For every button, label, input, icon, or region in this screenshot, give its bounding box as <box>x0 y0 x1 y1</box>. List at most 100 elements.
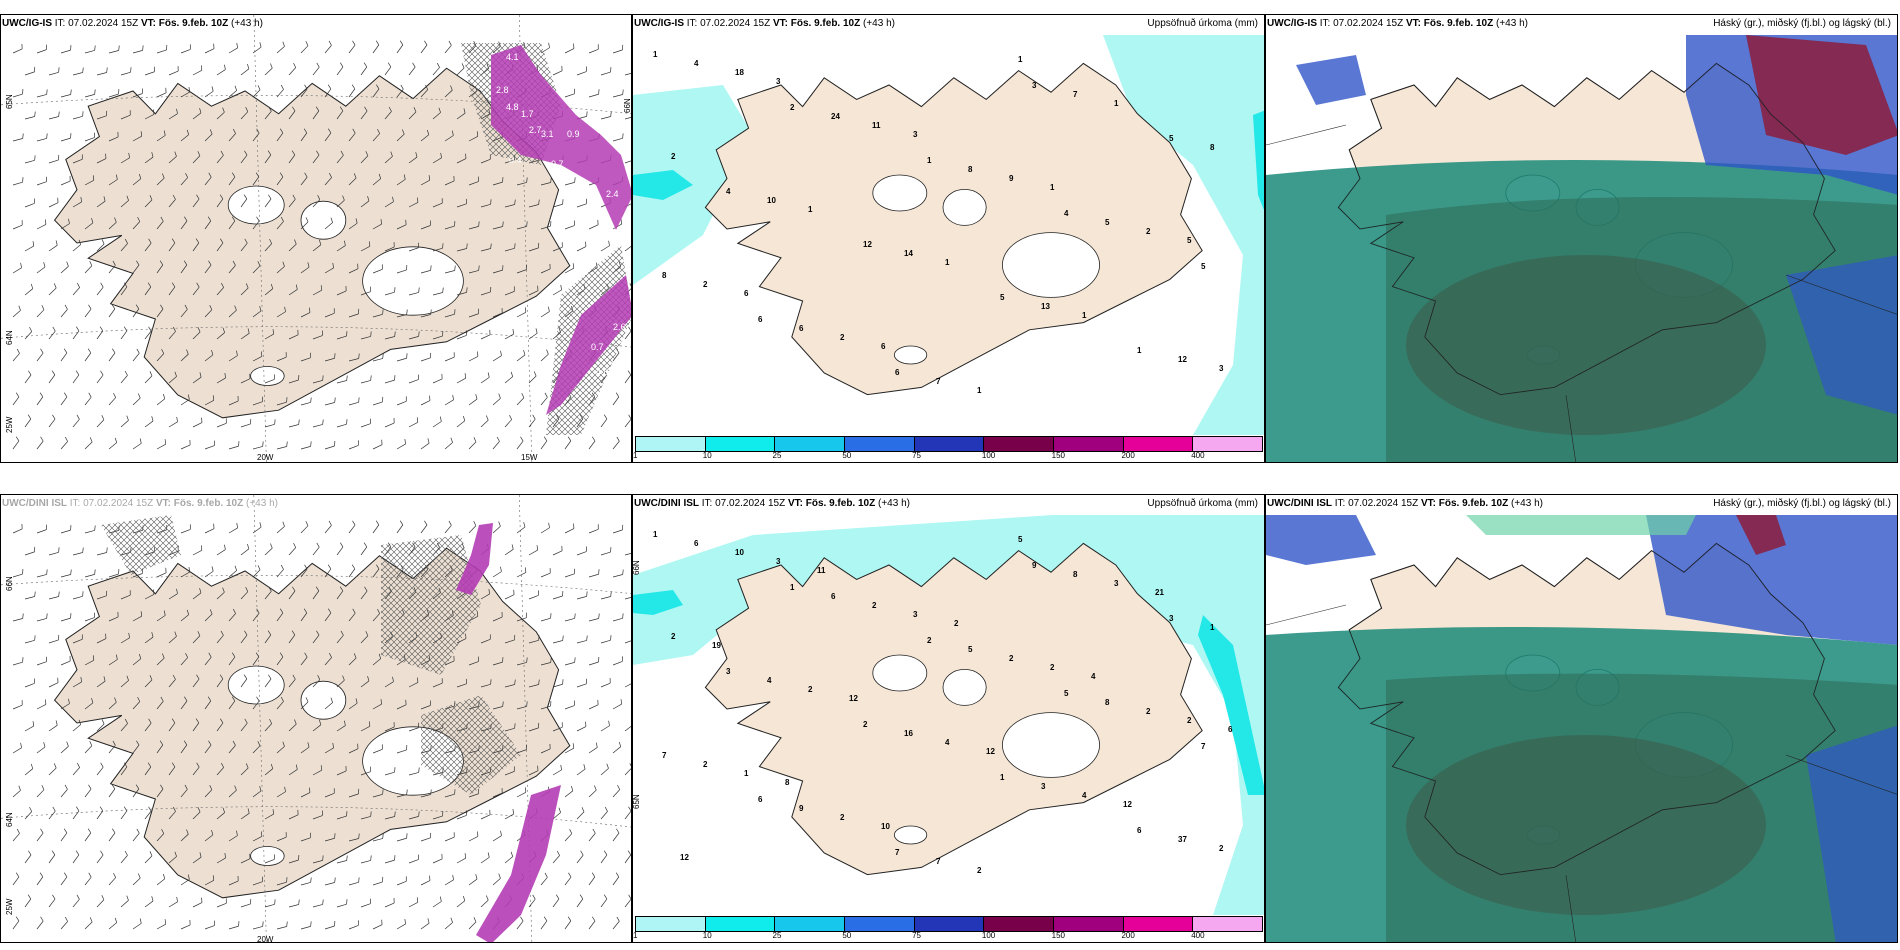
wind-barb-feather <box>404 918 406 925</box>
precip-value-label: 8 <box>1210 143 1215 152</box>
wind-barb-feather <box>140 611 143 617</box>
wind-barb <box>120 200 129 208</box>
wind-barb-feather <box>40 916 44 922</box>
wind-barb <box>504 813 514 820</box>
wind-barb <box>132 178 142 186</box>
wind-barb-feather <box>88 392 92 398</box>
wind-barb <box>288 199 296 208</box>
wind-barb <box>12 181 23 186</box>
wind-barb <box>180 744 188 754</box>
wind-barb-feather <box>617 784 621 790</box>
wind-barb-feather <box>82 547 84 553</box>
ice-value-label: 0.7 <box>591 342 604 352</box>
wind-barb <box>528 549 538 556</box>
wind-barb-feather <box>448 40 452 46</box>
wind-barb-feather <box>234 305 237 311</box>
wind-barb-feather <box>476 131 479 137</box>
wind-barb-feather <box>186 129 190 135</box>
wind-barb <box>408 682 419 688</box>
colorbar-cells <box>635 436 1263 452</box>
wind-barb <box>396 133 405 142</box>
wind-barb <box>408 292 419 296</box>
lat-label-65n: 65N <box>632 794 641 809</box>
wind-barb <box>312 546 320 556</box>
ice-area <box>491 45 631 230</box>
wind-barb <box>108 659 118 666</box>
wind-barb-feather <box>439 896 442 902</box>
wind-barb-feather <box>620 699 623 705</box>
wind-barb <box>192 550 203 556</box>
colorbar-labels: 1 10 25 50 75 100 150 200 400 <box>633 932 1263 940</box>
wind-barb-feather <box>34 155 36 161</box>
wind-barb <box>240 333 250 340</box>
wind-barb-feather <box>211 829 214 835</box>
wind-barb <box>60 49 71 54</box>
wind-barb <box>624 640 631 644</box>
wind-barb-feather <box>184 304 188 310</box>
wind-barb <box>252 526 262 534</box>
wind-barb-feather <box>270 543 273 549</box>
wind-barb <box>252 176 260 186</box>
wind-barb-feather <box>162 653 165 659</box>
map-panel-dini-wind: UWC/DINI ISL IT: 07.02.2024 15Z VT: Fös.… <box>0 494 632 943</box>
wind-barb <box>600 551 611 556</box>
wind-barb <box>48 854 56 864</box>
wind-barb-feather <box>425 84 429 90</box>
wind-barb <box>216 242 224 252</box>
precip-value-label: 9 <box>799 804 804 813</box>
wind-barb-feather <box>330 217 333 223</box>
wind-barb-feather <box>220 150 224 156</box>
wind-barb-feather <box>176 588 178 594</box>
wind-barb-feather <box>548 522 550 528</box>
wind-barb <box>456 683 467 688</box>
wind-barb <box>300 312 311 318</box>
glacier-vatnajokull <box>1001 232 1100 298</box>
wind-barb <box>540 920 548 930</box>
wind-barb <box>252 612 260 622</box>
wind-barb <box>252 89 261 98</box>
precip-value-label: 2 <box>977 866 982 875</box>
wind-barb-feather <box>622 89 624 95</box>
wind-barb-feather <box>327 84 332 90</box>
wind-barb <box>156 92 167 98</box>
wind-barb <box>624 418 631 428</box>
wind-barb-feather <box>270 283 274 289</box>
precip-value-label: 3 <box>726 667 731 676</box>
wind-barb <box>432 157 442 164</box>
precip-value-label: 2 <box>1146 707 1151 716</box>
iceland-landmass <box>704 542 1203 876</box>
wind-barb <box>360 246 371 252</box>
wind-barb <box>216 678 224 688</box>
wind-barb <box>384 111 392 120</box>
wind-barb <box>216 549 226 556</box>
wind-barb <box>72 115 83 120</box>
wind-barb-feather <box>34 591 36 597</box>
wind-barb <box>264 723 272 732</box>
wind-barb <box>324 88 332 98</box>
wind-barb <box>624 768 631 776</box>
precip-value-label: 1 <box>808 205 813 214</box>
wind-barb <box>528 595 539 600</box>
ice-value-label: 4.1 <box>506 52 519 62</box>
wind-barb-feather <box>510 371 514 377</box>
wind-barb-feather <box>448 520 452 526</box>
wind-barb <box>456 420 466 428</box>
wind-barb <box>372 358 383 362</box>
wind-barb-feather <box>305 521 309 526</box>
glacier-langjokull <box>227 665 285 705</box>
wind-barb-feather <box>628 894 631 900</box>
wind-barb <box>312 66 320 76</box>
wind-barb <box>180 571 190 578</box>
wind-barb-feather <box>526 657 528 663</box>
wind-barb <box>216 198 224 208</box>
wind-barb-feather <box>280 696 284 702</box>
wind-barb-feather <box>595 742 598 748</box>
wind-barb <box>420 794 431 798</box>
wind-barb-feather <box>524 307 527 313</box>
wind-barb <box>588 618 599 622</box>
wind-barb-feather <box>532 414 536 420</box>
wind-barb-feather <box>286 441 288 447</box>
wind-barb <box>276 89 284 98</box>
wind-barb-feather <box>164 439 167 445</box>
wind-barb-feather <box>628 806 631 812</box>
